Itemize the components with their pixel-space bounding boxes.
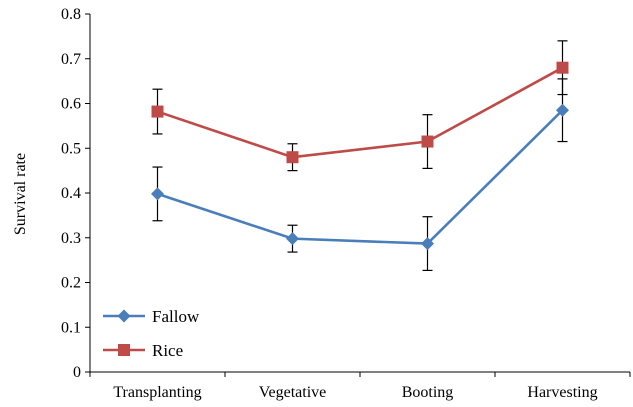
data-point-square: [556, 61, 569, 74]
x-tick-labels: Transplanting Vegetative Booting Harvesting: [113, 384, 597, 401]
legend-item-fallow: Fallow: [103, 307, 200, 326]
y-tick-label: 0: [73, 364, 81, 381]
y-tick-label: 0.4: [61, 185, 81, 202]
legend-label: Rice: [152, 341, 183, 360]
legend: Fallow Rice: [103, 307, 200, 360]
series-fallow: [151, 78, 569, 272]
y-axis-label: Survival rate: [12, 153, 29, 235]
data-point-square: [286, 151, 299, 164]
series-line: [157, 109, 564, 245]
x-tick-label: Vegetative: [259, 384, 327, 401]
x-tick-label: Harvesting: [527, 384, 597, 401]
y-tick-label: 0.3: [61, 230, 81, 247]
data-point-diamond: [556, 103, 569, 117]
y-tick-label: 0.6: [61, 96, 81, 113]
x-tick-label: Transplanting: [113, 384, 201, 401]
x-tick-label: Booting: [402, 384, 454, 401]
legend-label: Fallow: [152, 307, 200, 326]
y-tick-labels: 0 0.1 0.2 0.3 0.4 0.5 0.6 0.7 0.8: [61, 6, 81, 381]
data-point-diamond: [151, 187, 164, 201]
y-tick-label: 0.7: [61, 51, 81, 68]
data-point-diamond: [421, 237, 434, 251]
legend-marker-diamond: [117, 309, 131, 323]
legend-item-rice: Rice: [103, 341, 183, 360]
data-point-square: [421, 135, 434, 148]
axes: [85, 13, 631, 377]
series-layer: [151, 40, 569, 272]
data-point-square: [151, 105, 164, 118]
y-tick-label: 0.5: [61, 140, 81, 157]
series-rice: [151, 40, 569, 172]
series-line: [157, 66, 564, 159]
y-tick-label: 0.1: [61, 319, 81, 336]
legend-marker-square: [118, 344, 130, 356]
y-tick-label: 0.2: [61, 275, 81, 292]
y-tick-label: 0.8: [61, 6, 81, 23]
data-point-diamond: [286, 232, 299, 246]
